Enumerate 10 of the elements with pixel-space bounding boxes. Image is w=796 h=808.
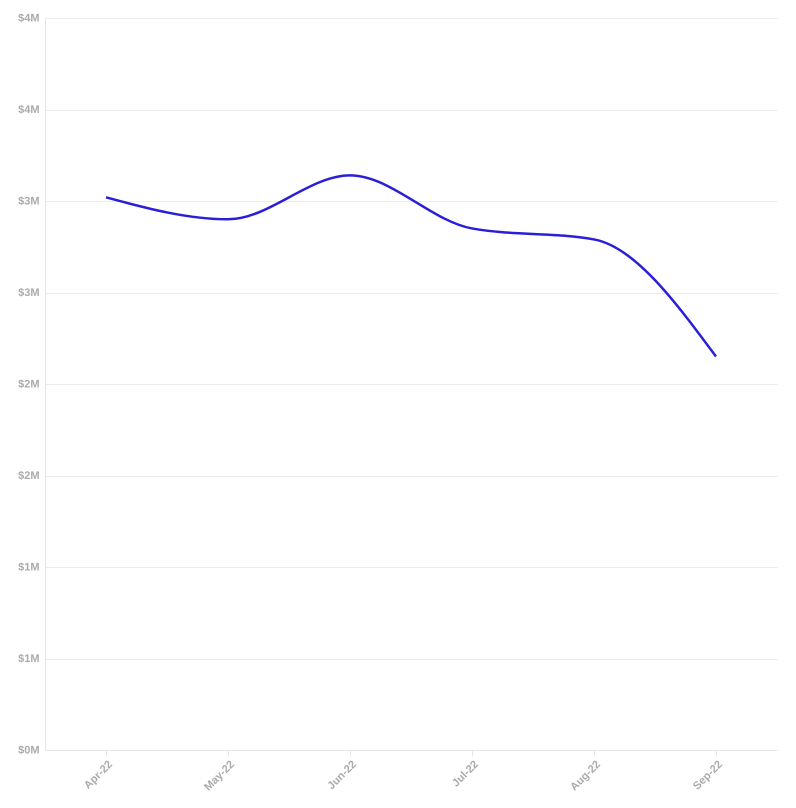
y-tick-label: $4M — [18, 104, 40, 116]
y-tick-label: $1M — [18, 653, 40, 665]
y-tick-label: $0M — [18, 744, 40, 756]
y-tick-label: $4M — [18, 12, 40, 24]
y-tick-label: $2M — [18, 378, 40, 390]
y-tick-label: $2M — [18, 470, 40, 482]
y-tick-label: $3M — [18, 196, 40, 208]
y-tick-label: $1M — [18, 562, 40, 574]
line-series — [104, 174, 718, 358]
y-tick-label: $3M — [18, 287, 40, 299]
